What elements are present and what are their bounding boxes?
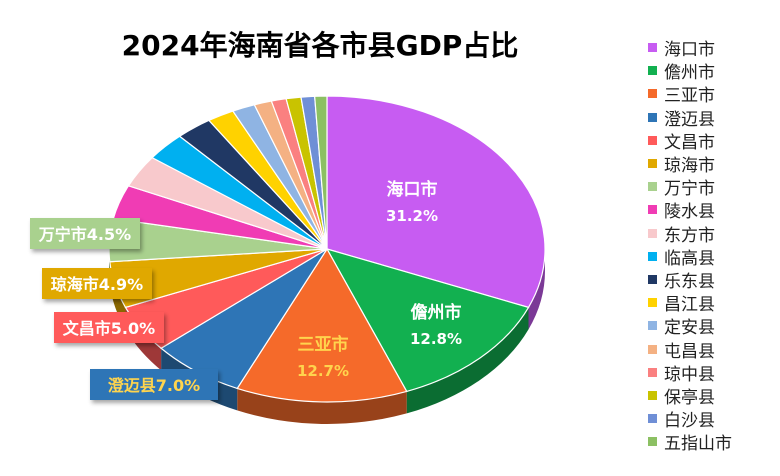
legend-swatch-8 <box>648 205 657 215</box>
legend-item-17: 白沙县 <box>648 407 732 432</box>
legend-item-12: 昌江县 <box>648 291 732 316</box>
legend-swatch-16 <box>648 390 657 400</box>
legend-swatch-14 <box>648 344 657 354</box>
legend-label-7: 万宁市 <box>664 179 715 200</box>
data-label-box-7 <box>30 218 140 249</box>
data-label-value-2: 12.8% <box>410 330 462 348</box>
legend-item-9: 东方市 <box>648 222 732 246</box>
legend-swatch-4 <box>648 112 657 122</box>
data-label-text-7: 万宁市4.5% <box>38 225 131 244</box>
legend-swatch-12 <box>648 298 657 308</box>
legend-swatch-13 <box>648 321 657 331</box>
data-label-name-2: 儋州市 <box>411 302 462 323</box>
legend-swatch-6 <box>648 159 657 169</box>
legend-swatch-11 <box>648 274 657 284</box>
legend-label-11: 乐东县 <box>664 271 715 292</box>
pie-slices-group <box>108 95 546 403</box>
legend-label-18: 五指山市 <box>664 434 732 455</box>
data-label-box-5 <box>54 312 164 343</box>
data-label-text-5: 文昌市5.0% <box>63 319 155 338</box>
legend-item-2: 儋州市 <box>648 59 732 84</box>
data-label-text-4: 澄迈县7.0% <box>108 376 200 395</box>
legend-item-6: 琼海市 <box>648 152 732 177</box>
legend-label-9: 东方市 <box>664 225 715 246</box>
legend: 海口市 儋州市 三亚市 澄迈县 文昌市琼海市 万宁市 陵水县 东方市 临高县 乐东县昌江县 定安县屯… <box>648 36 732 455</box>
legend-swatch-9 <box>648 228 657 238</box>
data-label-value-1: 31.2% <box>386 207 438 225</box>
chart-title: 2024年海南省各市县GDP占比 <box>121 29 519 62</box>
legend-label-15: 琼中县 <box>664 364 715 385</box>
data-label-text-6: 琼海市4.9% <box>51 275 143 294</box>
pie-slice-2 <box>325 248 530 393</box>
legend-item-3: 三亚市 <box>648 82 732 107</box>
legend-label-3: 三亚市 <box>664 86 715 107</box>
pie-side-3 <box>237 388 407 425</box>
legend-item-15: 琼中县 <box>648 361 732 385</box>
data-label-name-3: 三亚市 <box>298 334 349 355</box>
legend-item-10: 临高县 <box>648 245 732 269</box>
legend-label-1: 海口市 <box>664 40 715 61</box>
pie-side-2 <box>406 307 529 414</box>
legend-swatch-17 <box>648 414 657 424</box>
legend-label-14: 屯昌县 <box>664 341 715 362</box>
legend-label-17: 白沙县 <box>664 411 715 432</box>
legend-swatch-15 <box>648 367 657 377</box>
legend-label-2: 儋州市 <box>664 63 715 84</box>
legend-label-6: 琼海市 <box>664 156 715 177</box>
legend-item-18: 五指山市 <box>648 430 732 455</box>
legend-item-14: 屯昌县 <box>648 337 732 362</box>
legend-swatch-2 <box>648 66 657 76</box>
legend-label-16: 保亭县 <box>664 387 715 408</box>
pie-slice-1 <box>326 95 546 309</box>
data-label-name-1: 海口市 <box>387 179 438 200</box>
legend-swatch-10 <box>648 251 657 261</box>
data-label-box-4 <box>90 369 218 400</box>
legend-swatch-3 <box>648 89 657 99</box>
legend-item-5: 文昌市 <box>648 129 732 153</box>
legend-label-13: 定安县 <box>664 318 715 339</box>
legend-label-5: 文昌市 <box>664 132 715 153</box>
legend-label-8: 陵水县 <box>664 202 715 223</box>
data-label-value-3: 12.7% <box>297 362 349 380</box>
legend-label-10: 临高县 <box>664 248 715 269</box>
legend-item-8: 陵水县 <box>648 198 732 223</box>
legend-item-11: 乐东县 <box>648 268 732 292</box>
legend-swatch-18 <box>648 437 657 447</box>
legend-item-7: 万宁市 <box>648 175 732 200</box>
pie-slice-3 <box>236 247 408 403</box>
legend-item-13: 定安县 <box>648 314 732 339</box>
pie-labels-group: 海口市 31.2% 儋州市 12.8% 三亚市 12.7% 万宁市4.5% 琼海市4.9% 文昌… <box>30 179 462 400</box>
legend-label-4: 澄迈县 <box>664 109 715 130</box>
legend-swatch-1 <box>648 43 657 53</box>
pie-side-1 <box>528 249 545 330</box>
legend-swatch-7 <box>648 182 657 192</box>
pie-slice-18 <box>314 95 328 250</box>
legend-item-16: 保亭县 <box>648 384 732 408</box>
legend-swatch-5 <box>648 135 657 145</box>
data-label-box-6 <box>42 268 152 299</box>
legend-label-12: 昌江县 <box>664 295 715 316</box>
legend-item-4: 澄迈县 <box>648 106 732 130</box>
legend-item-1: 海口市 <box>648 36 732 61</box>
